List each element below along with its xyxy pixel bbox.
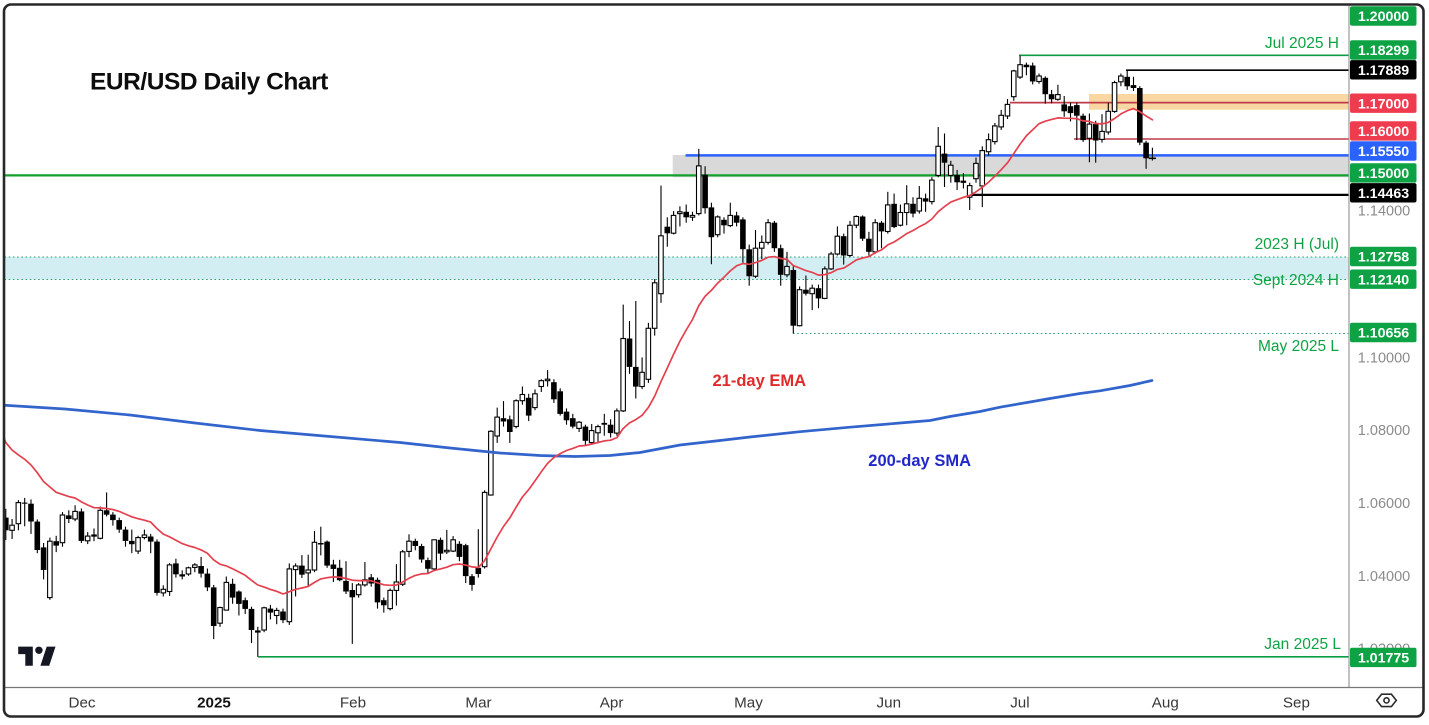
svg-text:1.10656: 1.10656: [1358, 326, 1409, 342]
svg-text:1.17889: 1.17889: [1358, 63, 1409, 79]
svg-text:1.17000: 1.17000: [1358, 96, 1409, 112]
svg-text:1.18299: 1.18299: [1358, 43, 1409, 59]
svg-text:1.04000: 1.04000: [1358, 569, 1410, 585]
svg-text:May 2025 L: May 2025 L: [1258, 338, 1339, 355]
svg-text:1.15550: 1.15550: [1358, 144, 1409, 160]
svg-text:Aug: Aug: [1152, 695, 1179, 712]
svg-text:1.14000: 1.14000: [1358, 204, 1410, 220]
svg-text:Apr: Apr: [600, 695, 624, 712]
svg-text:1.20000: 1.20000: [1358, 9, 1409, 25]
svg-text:Dec: Dec: [68, 695, 95, 712]
svg-text:1.06000: 1.06000: [1358, 496, 1410, 512]
svg-text:EUR/USD Daily Chart: EUR/USD Daily Chart: [90, 69, 328, 96]
svg-text:1.12140: 1.12140: [1358, 272, 1409, 288]
svg-text:1.15000: 1.15000: [1358, 166, 1409, 182]
svg-text:1.01775: 1.01775: [1358, 651, 1409, 667]
svg-text:Feb: Feb: [340, 695, 366, 712]
svg-text:Jun: Jun: [877, 695, 902, 712]
svg-text:1.08000: 1.08000: [1358, 423, 1410, 439]
svg-text:21-day EMA: 21-day EMA: [712, 372, 806, 390]
svg-text:Sep: Sep: [1283, 695, 1310, 712]
svg-text:Mar: Mar: [465, 695, 491, 712]
svg-text:Sept 2024 H: Sept 2024 H: [1253, 272, 1339, 289]
svg-text:1.10000: 1.10000: [1358, 350, 1410, 366]
svg-text:1.12758: 1.12758: [1358, 250, 1409, 266]
svg-text:2025: 2025: [197, 695, 231, 712]
svg-text:Jan 2025 L: Jan 2025 L: [1264, 636, 1341, 653]
svg-text:1.16000: 1.16000: [1358, 124, 1409, 140]
svg-text:2023 H (Jul): 2023 H (Jul): [1255, 236, 1339, 253]
svg-text:1.14463: 1.14463: [1358, 186, 1409, 202]
svg-text:Jul: Jul: [1010, 695, 1029, 712]
svg-text:Jul 2025 H: Jul 2025 H: [1265, 35, 1339, 52]
svg-text:May: May: [734, 695, 763, 712]
svg-text:200-day SMA: 200-day SMA: [868, 452, 971, 470]
